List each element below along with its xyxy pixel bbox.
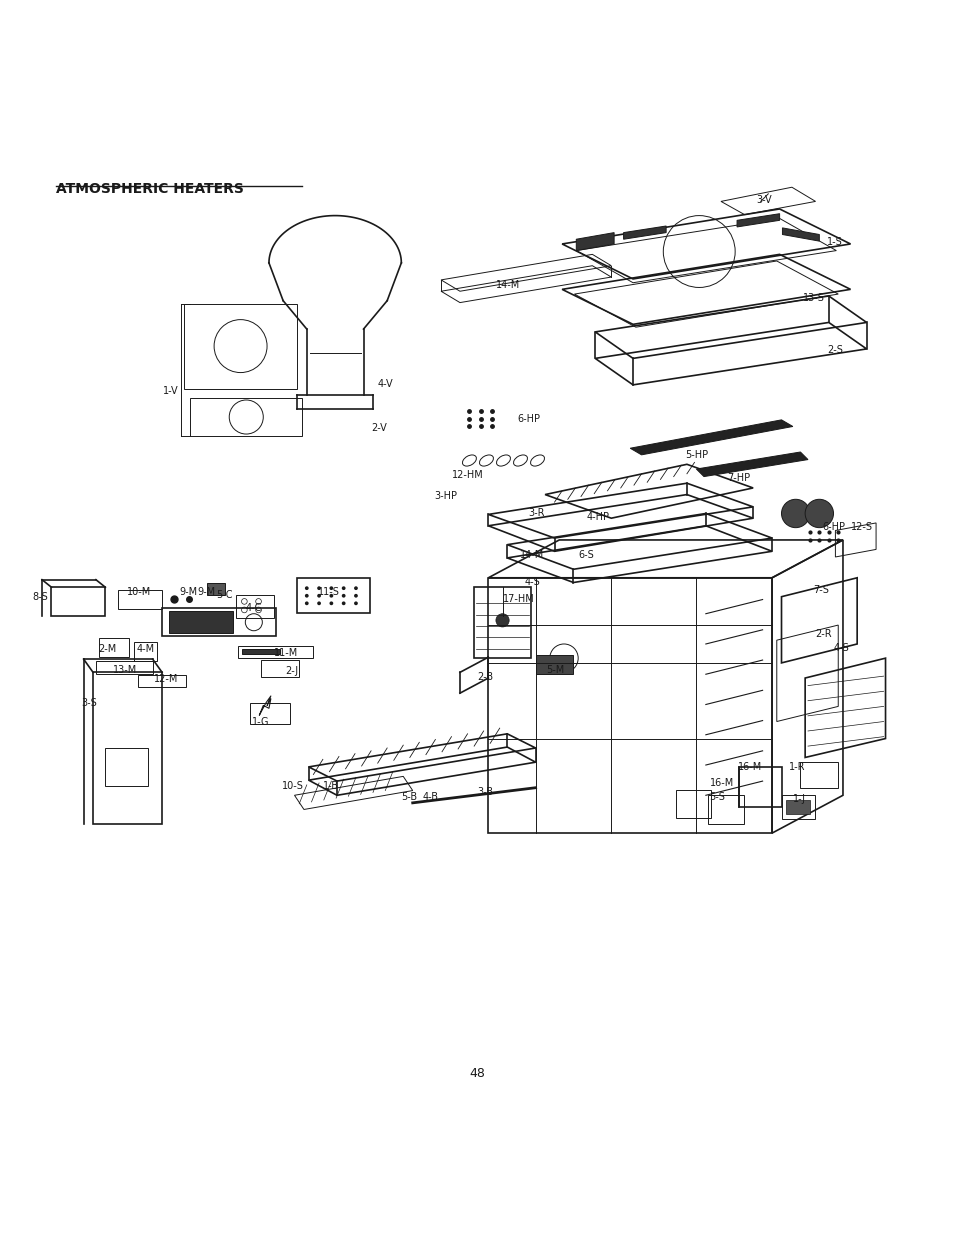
Polygon shape (535, 656, 573, 674)
Circle shape (305, 594, 309, 598)
Polygon shape (169, 611, 233, 632)
Text: 3-HP: 3-HP (434, 492, 457, 501)
Circle shape (496, 614, 509, 627)
Circle shape (341, 594, 345, 598)
Text: 7-S: 7-S (813, 585, 829, 595)
Text: 16-M: 16-M (709, 778, 733, 788)
Text: 5-C: 5-C (215, 590, 233, 600)
Text: 12-HM: 12-HM (451, 469, 483, 479)
Text: 1-V: 1-V (163, 385, 178, 395)
Text: 5-B: 5-B (401, 792, 417, 803)
Circle shape (341, 587, 345, 590)
Circle shape (316, 601, 320, 605)
Text: 4-HP: 4-HP (586, 513, 609, 522)
Text: 10-M: 10-M (127, 587, 152, 597)
Text: 3-V: 3-V (755, 195, 771, 205)
Text: 12-M: 12-M (153, 674, 178, 684)
Polygon shape (781, 228, 819, 241)
Circle shape (316, 587, 320, 590)
Polygon shape (242, 648, 280, 655)
Text: 11-M: 11-M (274, 648, 297, 658)
Circle shape (329, 594, 333, 598)
Text: 17-HM: 17-HM (502, 594, 534, 604)
Text: 4-S: 4-S (833, 642, 848, 653)
Text: 48: 48 (469, 1067, 484, 1079)
Circle shape (305, 587, 309, 590)
Text: 3-B: 3-B (476, 787, 493, 797)
Text: 2-B: 2-B (476, 672, 493, 682)
Text: 14-M: 14-M (519, 550, 543, 561)
Circle shape (354, 594, 357, 598)
Text: 4-S: 4-S (524, 577, 539, 587)
Circle shape (305, 601, 309, 605)
Polygon shape (576, 232, 614, 251)
Text: 13-M: 13-M (112, 664, 137, 674)
Text: 1-J: 1-J (792, 794, 805, 804)
Text: 2-M: 2-M (98, 643, 117, 653)
Text: 4-M: 4-M (136, 643, 154, 653)
Text: 4-V: 4-V (377, 379, 393, 389)
Text: 7-HP: 7-HP (727, 473, 750, 483)
Text: 9-M: 9-M (179, 587, 197, 597)
Text: 1-S: 1-S (826, 237, 841, 247)
Circle shape (329, 587, 333, 590)
Circle shape (781, 499, 809, 527)
Polygon shape (207, 583, 225, 595)
Circle shape (354, 601, 357, 605)
Circle shape (354, 587, 357, 590)
Text: 5-S: 5-S (709, 792, 724, 803)
Text: 2-J: 2-J (285, 667, 298, 677)
Text: 4-C: 4-C (245, 603, 261, 613)
Polygon shape (623, 226, 665, 240)
Circle shape (341, 601, 345, 605)
Text: 5-HP: 5-HP (684, 450, 707, 459)
Polygon shape (630, 420, 792, 454)
Text: 16-M: 16-M (738, 762, 761, 772)
Circle shape (316, 594, 320, 598)
Text: 5-M: 5-M (545, 664, 563, 674)
Text: 3-R: 3-R (528, 509, 544, 519)
Circle shape (329, 601, 333, 605)
Polygon shape (737, 214, 779, 227)
Text: 1-G: 1-G (252, 716, 269, 726)
Text: 1-R: 1-R (788, 762, 804, 772)
Text: 2-S: 2-S (826, 345, 841, 354)
Text: 3-S: 3-S (82, 698, 97, 708)
Text: 10-S: 10-S (282, 781, 304, 790)
Text: 11-S: 11-S (317, 587, 339, 597)
Text: 12-S: 12-S (850, 521, 872, 532)
Text: 8-S: 8-S (32, 592, 49, 601)
Text: 2-V: 2-V (371, 424, 386, 433)
Text: ATMOSPHERIC HEATERS: ATMOSPHERIC HEATERS (56, 183, 244, 196)
Text: 1-B: 1-B (322, 781, 338, 790)
Text: 2-R: 2-R (815, 629, 831, 638)
Text: 13-S: 13-S (802, 293, 824, 303)
Text: 6-HP: 6-HP (821, 521, 844, 532)
Polygon shape (696, 452, 807, 477)
Text: 4-B: 4-B (422, 792, 437, 803)
Polygon shape (785, 800, 809, 814)
Circle shape (804, 499, 833, 527)
Text: 6-S: 6-S (578, 550, 594, 561)
Text: 9-M: 9-M (197, 587, 215, 597)
Text: 6-HP: 6-HP (517, 414, 540, 424)
Text: 14-M: 14-M (496, 279, 519, 290)
